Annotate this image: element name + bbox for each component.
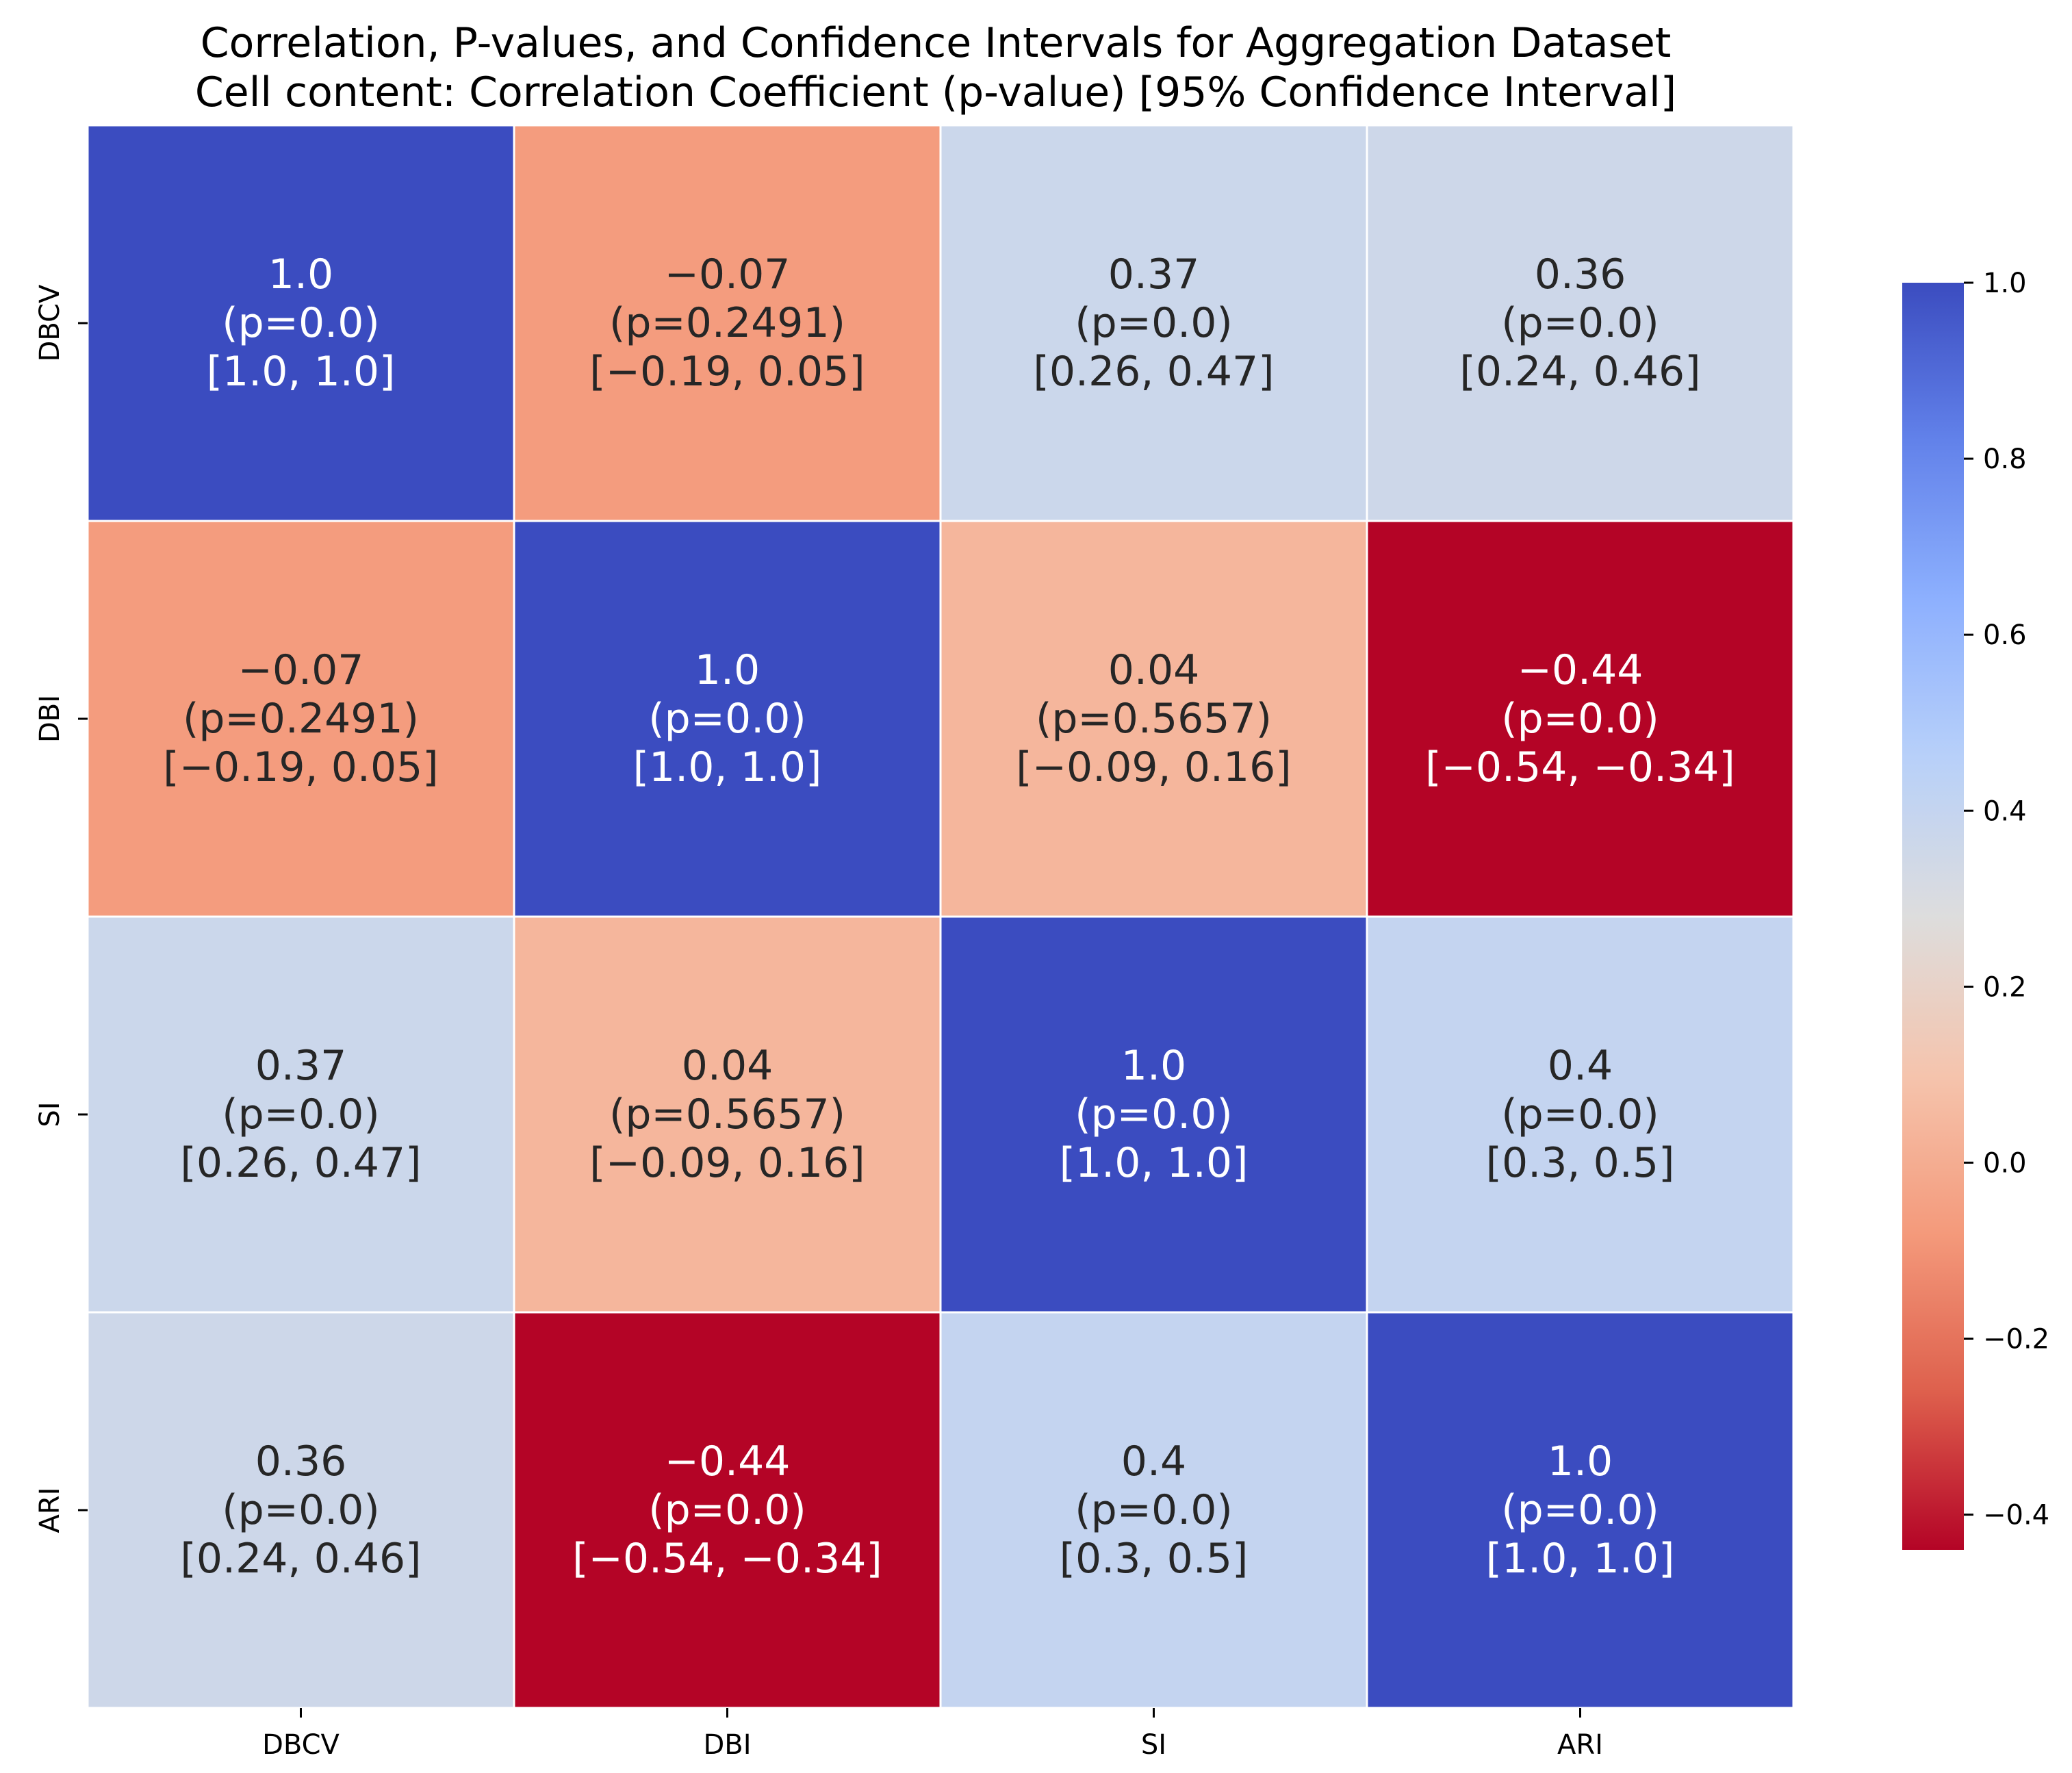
heatmap-cell <box>939 1311 1368 1709</box>
heatmap-cell <box>1366 1311 1795 1709</box>
cell-label: −0.07 <box>238 646 364 694</box>
heatmap-cell <box>1366 124 1795 522</box>
cell-label: (p=0.0) <box>648 695 806 743</box>
x-tick-label: ARI <box>1557 1729 1603 1761</box>
cell-label: [1.0, 1.0] <box>207 348 396 396</box>
heatmap-cells: 1.0(p=0.0)[1.0, 1.0]−0.07(p=0.2491)[−0.1… <box>86 124 1795 1709</box>
heatmap-cell <box>513 124 942 522</box>
cell-label: (p=0.0) <box>1075 1486 1233 1534</box>
colorbar-tick-label: −0.4 <box>1983 1500 2049 1531</box>
cell-label: 0.37 <box>255 1042 347 1090</box>
heatmap-cell <box>86 1311 515 1709</box>
cell-label: 1.0 <box>268 251 333 298</box>
y-axis: DBCV DBI SI ARI <box>34 284 88 1533</box>
cell-label: −0.44 <box>665 1438 791 1485</box>
cell-label: (p=0.0) <box>222 1090 380 1138</box>
cell-label: [1.0, 1.0] <box>1486 1535 1675 1583</box>
colorbar-tick-label: 0.2 <box>1983 971 2027 1003</box>
y-tick-label: SI <box>34 1101 66 1127</box>
y-tick-label: ARI <box>34 1488 66 1533</box>
cell-label: [1.0, 1.0] <box>633 743 822 791</box>
chart-title: Correlation, P-values, and Confidence In… <box>201 19 1672 67</box>
cell-label: 0.37 <box>1108 251 1200 298</box>
cell-label: [−0.19, 0.05] <box>163 743 438 791</box>
cell-label: 0.36 <box>1535 251 1626 298</box>
heatmap-cell <box>939 124 1368 522</box>
x-tick-label: DBCV <box>262 1729 340 1761</box>
colorbar-tick-label: 0.0 <box>1983 1147 2027 1179</box>
colorbar-tick-label: 0.6 <box>1983 620 2027 651</box>
x-tick-label: SI <box>1141 1729 1166 1761</box>
cell-label: (p=0.0) <box>1501 695 1659 743</box>
cell-label: 0.4 <box>1121 1438 1186 1485</box>
colorbar-tick-label: 1.0 <box>1983 268 2027 299</box>
heatmap-cell <box>1366 520 1795 918</box>
heatmap-cell <box>513 1311 942 1709</box>
y-tick-label: DBCV <box>34 284 66 361</box>
cell-label: 0.04 <box>682 1042 773 1090</box>
chart-subtitle: Cell content: Correlation Coefficient (p… <box>195 68 1676 116</box>
cell-label: [−0.19, 0.05] <box>589 348 865 396</box>
cell-label: −0.07 <box>665 251 791 298</box>
colorbar-tick-label: −0.2 <box>1983 1324 2049 1355</box>
cell-label: [0.24, 0.46] <box>180 1535 421 1583</box>
cell-label: [1.0, 1.0] <box>1060 1139 1249 1187</box>
cell-label: [0.26, 0.47] <box>1033 348 1274 396</box>
y-tick-label: DBI <box>34 695 66 743</box>
cell-label: 1.0 <box>1121 1042 1186 1090</box>
cell-label: 0.04 <box>1108 646 1200 694</box>
cell-label: [−0.54, −0.34] <box>572 1535 882 1583</box>
cell-label: [−0.09, 0.16] <box>589 1139 865 1187</box>
heatmap-cell <box>513 915 942 1314</box>
colorbar-tick-label: 0.8 <box>1983 444 2027 475</box>
cell-label: [0.3, 0.5] <box>1060 1535 1249 1583</box>
cell-label: (p=0.0) <box>1075 1090 1233 1138</box>
cell-label: (p=0.2491) <box>609 299 845 347</box>
cell-label: −0.44 <box>1518 646 1643 694</box>
cell-label: (p=0.0) <box>648 1486 806 1534</box>
cell-label: 1.0 <box>695 646 760 694</box>
heatmap-cell <box>513 520 942 918</box>
cell-label: (p=0.0) <box>1501 1090 1659 1138</box>
x-tick-label: DBI <box>703 1729 751 1761</box>
cell-label: [−0.54, −0.34] <box>1425 743 1735 791</box>
cell-label: (p=0.0) <box>1075 299 1233 347</box>
cell-label: (p=0.0) <box>222 1486 380 1534</box>
cell-label: (p=0.0) <box>1501 1486 1659 1534</box>
cell-label: [0.24, 0.46] <box>1459 348 1700 396</box>
cell-label: (p=0.0) <box>222 299 380 347</box>
cell-label: [0.26, 0.47] <box>180 1139 421 1187</box>
x-axis: DBCV DBI SI ARI <box>262 1708 1603 1761</box>
heatmap-cell <box>1366 915 1795 1314</box>
cell-label: (p=0.2491) <box>183 695 419 743</box>
heatmap-cell <box>86 124 515 522</box>
heatmap-cell <box>86 520 515 918</box>
cell-label: 0.4 <box>1548 1042 1613 1090</box>
colorbar: 1.0 0.8 0.6 0.4 0.2 0.0 −0.2 −0.4 <box>1902 268 2049 1550</box>
cell-label: (p=0.5657) <box>609 1090 845 1138</box>
cell-label: 1.0 <box>1548 1438 1613 1485</box>
cell-label: 0.36 <box>255 1438 347 1485</box>
colorbar-gradient <box>1902 283 1964 1550</box>
cell-label: (p=0.5657) <box>1036 695 1272 743</box>
colorbar-tick-label: 0.4 <box>1983 795 2027 827</box>
cell-label: [0.3, 0.5] <box>1486 1139 1675 1187</box>
cell-label: (p=0.0) <box>1501 299 1659 347</box>
cell-label: [−0.09, 0.16] <box>1016 743 1291 791</box>
heatmap-cell <box>939 520 1368 918</box>
